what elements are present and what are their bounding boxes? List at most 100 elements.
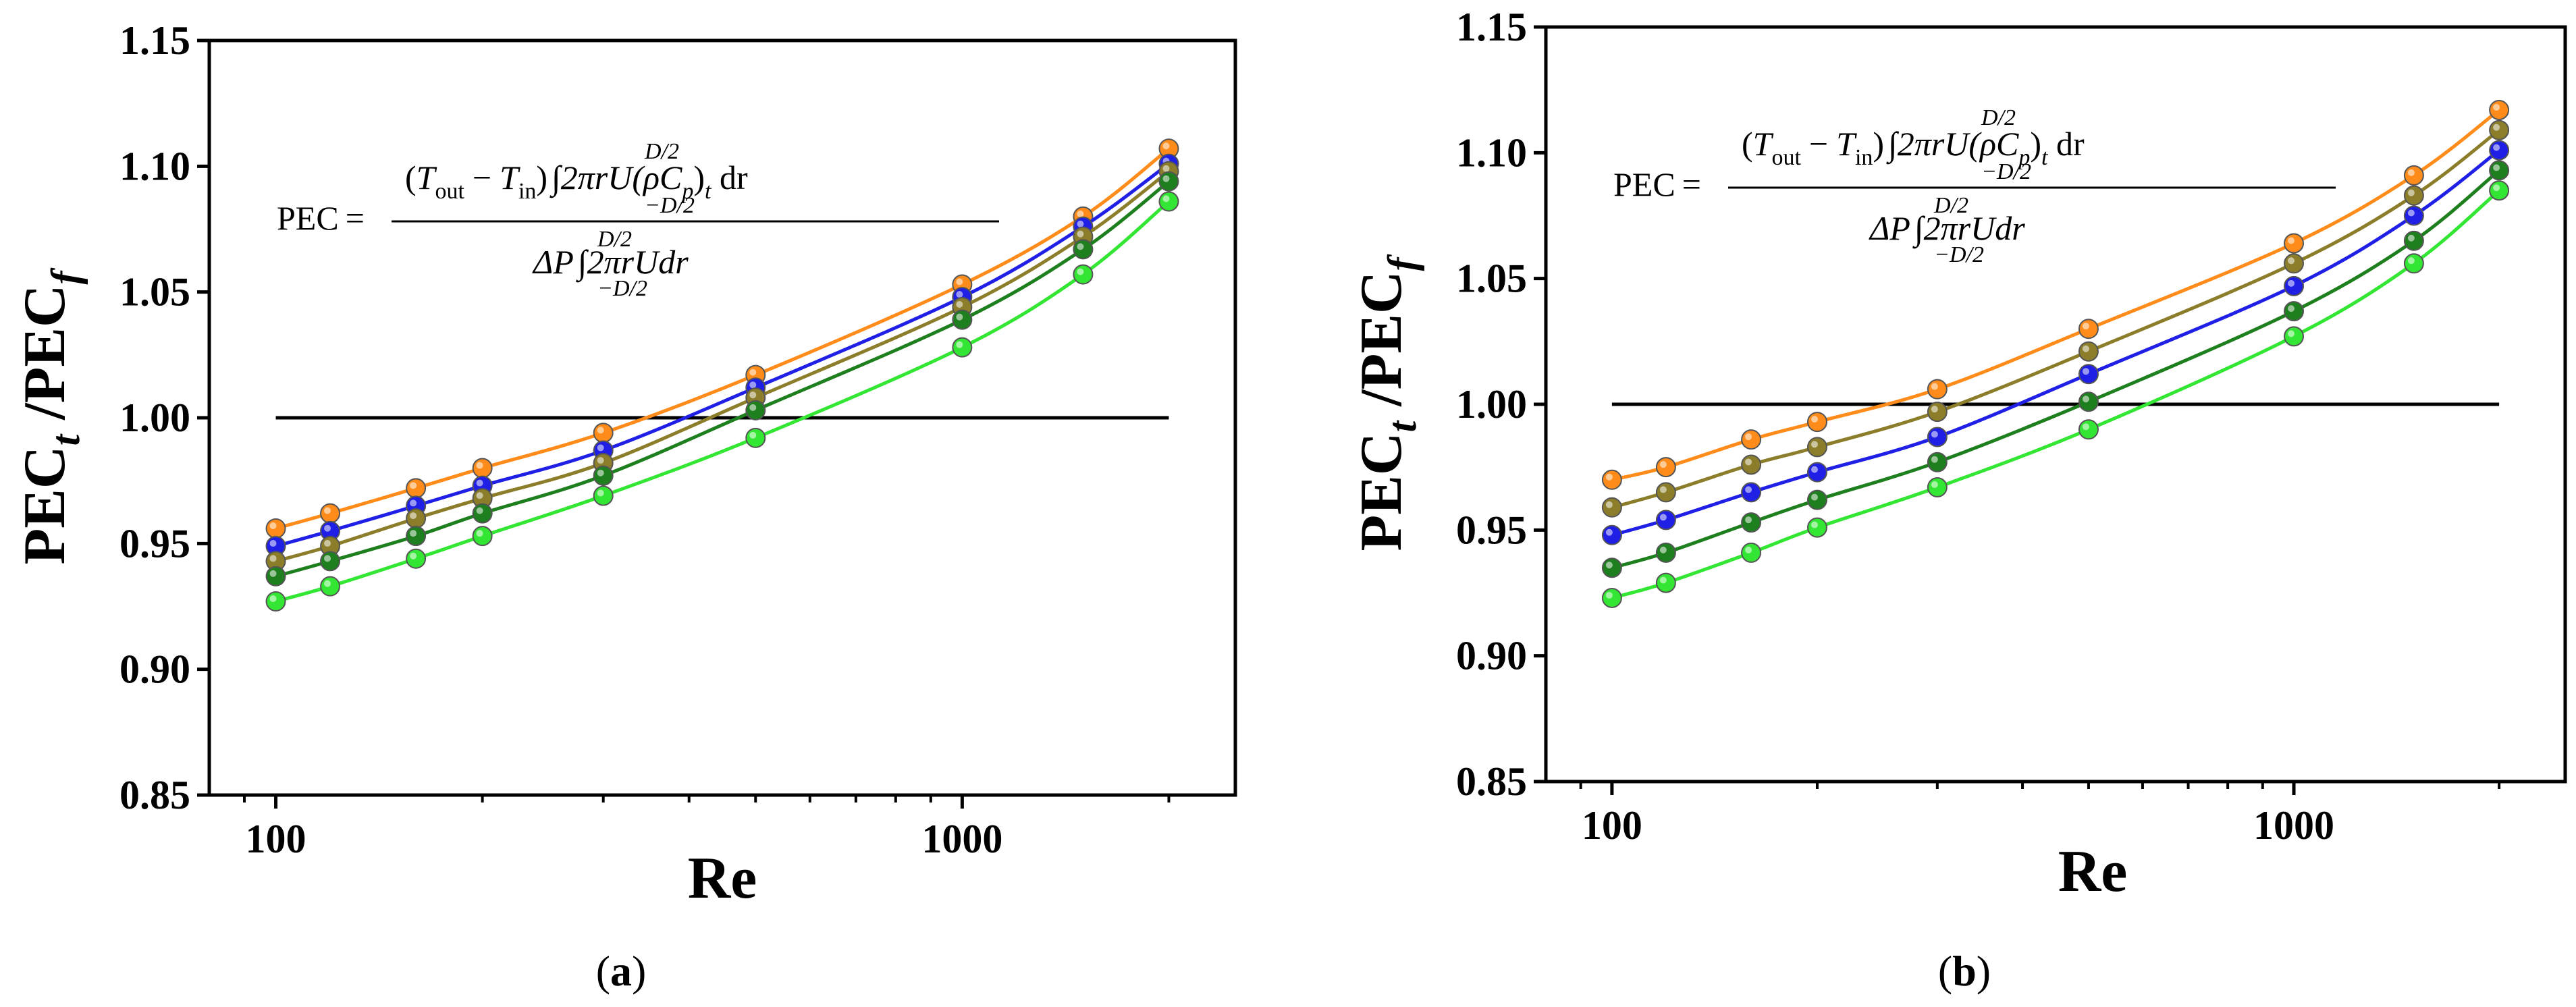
- data-point-dark-green: [472, 503, 493, 524]
- data-point-highlight: [1605, 501, 1613, 508]
- data-point-bright-green: [1741, 542, 1762, 563]
- formula-numerator: (Tout − Tin) ∫2πrU(ρCp)t dr: [1742, 125, 2085, 170]
- data-point-highlight: [1745, 546, 1752, 553]
- series-line-dark-green: [275, 180, 1171, 578]
- formula-lhs: PEC =: [277, 199, 365, 237]
- data-point-highlight: [1745, 458, 1752, 466]
- data-point-blue: [2403, 205, 2424, 226]
- data-point-highlight: [410, 530, 417, 537]
- data-point-highlight: [269, 570, 277, 577]
- y-axis-label-a: PECt /PECf: [12, 267, 88, 564]
- data-point-orange: [2078, 319, 2099, 339]
- data-point-highlight: [1931, 383, 1938, 390]
- data-point-highlight: [476, 492, 483, 499]
- formula-den-upper: D/2: [597, 227, 632, 252]
- series-line-bright-green: [1611, 189, 2500, 600]
- data-point-highlight: [749, 369, 757, 376]
- data-point-dark-green: [593, 465, 614, 486]
- data-point-olive: [1741, 454, 1762, 475]
- data-point-dark-green: [745, 400, 766, 420]
- data-point-highlight: [2407, 234, 2415, 242]
- x-axis-label-a: Re: [688, 846, 757, 911]
- y-tick-label: 1.10: [1456, 130, 1527, 175]
- data-point-highlight: [476, 462, 483, 469]
- data-point-highlight: [2493, 164, 2500, 171]
- y-tick-label: 0.95: [119, 521, 190, 566]
- data-point-highlight: [410, 552, 417, 560]
- formula-b: PEC = (Tout − Tin) ∫2πrU(ρCp)t dr D/2 −D/2 Δ…: [1613, 105, 2336, 267]
- data-point-orange: [320, 503, 341, 524]
- caption-a: (a): [596, 947, 647, 995]
- x-tick-label: 1000: [921, 817, 1002, 861]
- data-point-highlight: [1162, 195, 1170, 202]
- ticks-b: 0.85 0.90 0.95 1.00 1.05 1.10 1.15 100 1000: [1456, 5, 2501, 848]
- data-point-highlight: [1745, 486, 1752, 493]
- data-point-highlight: [1605, 528, 1613, 536]
- data-point-highlight: [956, 278, 963, 285]
- data-point-highlight: [1605, 591, 1613, 599]
- data-point-olive: [2489, 119, 2510, 140]
- data-point-highlight: [597, 489, 604, 497]
- data-point-orange: [472, 458, 493, 479]
- formula-numerator: (Tout − Tin) ∫2πrU(ρCp)t dr: [405, 159, 748, 204]
- y-tick-label: 0.85: [119, 773, 190, 817]
- data-point-highlight: [2493, 124, 2500, 131]
- data-point-highlight: [1077, 268, 1084, 275]
- data-point-orange: [1601, 469, 1622, 490]
- data-point-highlight: [2288, 305, 2295, 312]
- data-point-dark-green: [1655, 542, 1676, 563]
- data-point-highlight: [749, 391, 757, 399]
- data-point-highlight: [956, 291, 963, 298]
- y-tick-label: 0.90: [119, 647, 190, 692]
- data-point-dark-green: [1741, 512, 1762, 533]
- formula-num-upper: D/2: [644, 139, 679, 164]
- data-point-highlight: [2407, 169, 2415, 176]
- data-point-highlight: [476, 479, 483, 487]
- data-point-highlight: [410, 499, 417, 507]
- data-point-highlight: [1077, 220, 1084, 227]
- series-line-olive: [275, 169, 1171, 563]
- data-point-bright-green: [320, 576, 341, 597]
- panel-a: 0.85 0.90 0.95 1.00 1.05 1.10 1.15 100 1000 PEC =…: [12, 18, 1237, 995]
- formula-num-lower: −D/2: [645, 193, 695, 218]
- data-point-blue: [1601, 524, 1622, 545]
- data-point-dark-green: [2078, 391, 2099, 412]
- formula-num-upper: D/2: [1981, 105, 2016, 130]
- series-line-blue: [275, 162, 1170, 548]
- data-point-highlight: [956, 313, 963, 321]
- data-point-highlight: [2493, 144, 2500, 151]
- data-point-highlight: [749, 381, 757, 389]
- data-point-highlight: [324, 540, 331, 547]
- data-point-highlight: [1810, 521, 1818, 528]
- data-point-bright-green: [1655, 572, 1676, 593]
- data-point-blue: [2284, 275, 2305, 296]
- data-point-olive: [1655, 482, 1676, 503]
- data-point-highlight: [1077, 230, 1084, 238]
- data-point-bright-green: [952, 337, 973, 358]
- data-point-bright-green: [2403, 253, 2424, 274]
- data-point-highlight: [597, 469, 604, 477]
- data-point-highlight: [1810, 466, 1818, 473]
- series-line-blue: [1611, 148, 2500, 537]
- data-point-blue: [2078, 364, 2099, 385]
- data-point-bright-green: [1073, 264, 1094, 285]
- formula-den-upper: D/2: [1933, 193, 1968, 218]
- data-point-dark-green: [1927, 452, 1948, 472]
- data-point-highlight: [2493, 184, 2500, 192]
- data-point-olive: [406, 508, 427, 529]
- data-point-highlight: [1810, 493, 1818, 501]
- data-point-highlight: [2407, 189, 2415, 196]
- series-a: [265, 138, 1179, 612]
- data-point-blue: [1806, 462, 1827, 483]
- formula-a: PEC = (Tout − Tin) ∫2πrU(ρCp)t dr D/2 −D/2 Δ…: [277, 139, 999, 301]
- data-point-dark-green: [406, 526, 427, 547]
- data-point-bright-green: [1158, 191, 1179, 212]
- series-b: [1601, 99, 2510, 608]
- series-line-orange: [275, 147, 1171, 530]
- formula-lhs: PEC =: [1613, 165, 1701, 203]
- data-point-bright-green: [2489, 180, 2510, 201]
- data-point-orange: [1741, 429, 1762, 450]
- data-point-highlight: [2407, 257, 2415, 265]
- x-axis-label-b: Re: [2058, 839, 2128, 904]
